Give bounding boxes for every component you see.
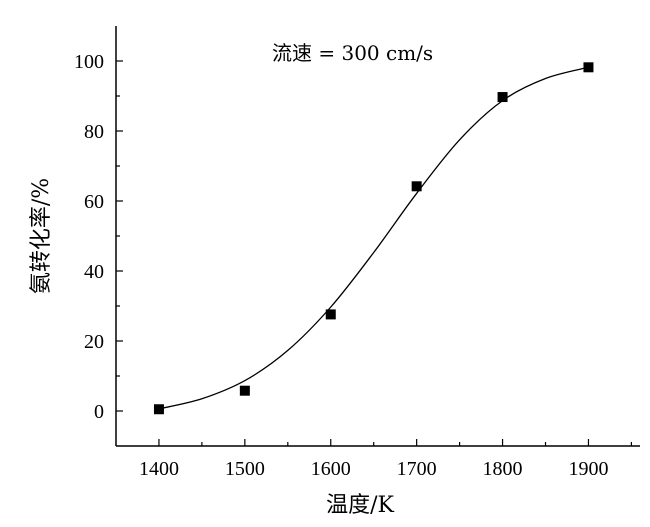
- x-ticks: 1400 1500 1600 1700 1800 1900: [139, 439, 633, 480]
- y-ticks: 0 20 40 60 80 100: [74, 51, 123, 423]
- y-tick-label: 0: [94, 401, 104, 423]
- y-axis-title: 氨转化率/%: [29, 178, 54, 294]
- x-tick-label: 1600: [311, 458, 351, 480]
- data-point: [239, 385, 250, 396]
- x-tick-label: 1400: [139, 458, 179, 480]
- data-markers: [153, 62, 594, 415]
- x-tick-label: 1500: [225, 458, 265, 480]
- data-point: [411, 181, 422, 192]
- y-tick-label: 80: [84, 121, 104, 143]
- data-point: [153, 404, 164, 415]
- y-tick-label: 100: [74, 51, 104, 73]
- y-tick-label: 20: [84, 331, 104, 353]
- x-tick-label: 1800: [483, 458, 523, 480]
- data-point: [325, 309, 336, 320]
- data-point: [497, 92, 508, 103]
- x-axis-title: 温度/K: [326, 493, 394, 518]
- fit-curve: [158, 66, 589, 410]
- data-point: [583, 62, 594, 73]
- y-tick-label: 40: [84, 261, 104, 283]
- x-tick-label: 1900: [568, 458, 608, 480]
- y-tick-label: 60: [84, 191, 104, 213]
- annotation-flow-rate: 流速 = 300 cm/s: [272, 41, 433, 65]
- x-tick-label: 1700: [397, 458, 437, 480]
- plot-area: 0 20 40 60 80 100 1400 1500 1600 1700 1800 1900: [74, 26, 640, 480]
